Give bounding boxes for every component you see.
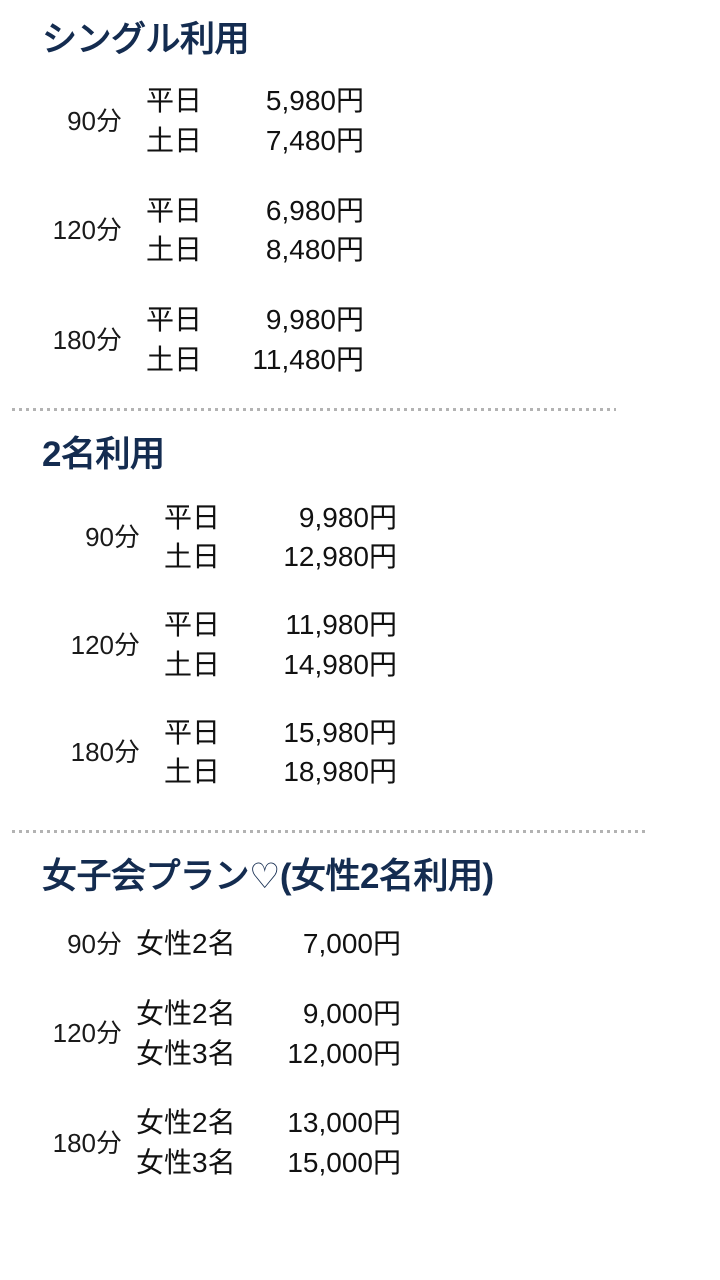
duration-label: 180分 <box>70 737 140 767</box>
section-girls-plan: 女子会プラン♡(女性2名利用) 90分 女性2名 7,000円 120分 女性2… <box>0 833 720 1183</box>
price-lines: 平日 15,980円 土日 18,980円 <box>164 713 397 793</box>
price-value: 8,480円 <box>265 234 364 266</box>
price-groups-two-person-use: 90分 平日 9,980円 土日 12,980円 120分 平日 <box>0 498 720 793</box>
price-line: 女性2名 7,000円 <box>136 924 401 964</box>
duration-label: 120分 <box>52 215 122 245</box>
section-two-person-use: 2名利用 90分 平日 9,980円 土日 12,980円 120分 <box>0 411 720 793</box>
price-line: 平日 9,980円 <box>164 498 397 538</box>
price-line: 土日 8,480円 <box>146 230 364 270</box>
price-category: 平日 <box>164 609 221 640</box>
price-value: 11,480円 <box>252 343 364 375</box>
price-lines: 女性2名 9,000円 女性3名 12,000円 <box>136 994 401 1074</box>
price-lines: 平日 9,980円 土日 11,480円 <box>146 300 364 380</box>
price-category: 土日 <box>164 648 221 680</box>
price-group: 90分 女性2名 7,000円 <box>0 924 720 964</box>
price-lines: 平日 6,980円 土日 8,480円 <box>146 191 364 271</box>
price-value: 18,980円 <box>283 756 397 788</box>
price-group: 180分 女性2名 13,000円 女性3名 15,000円 <box>0 1103 720 1183</box>
price-value: 5,980円 <box>265 85 364 116</box>
price-category: 女性2名 <box>136 997 236 1029</box>
price-line: 女性3名 15,000円 <box>136 1143 401 1183</box>
price-category: 土日 <box>164 541 221 573</box>
price-value: 15,000円 <box>287 1147 401 1178</box>
price-value: 12,000円 <box>287 1037 401 1069</box>
price-group: 120分 平日 6,980円 土日 8,480円 <box>0 191 720 271</box>
price-line: 土日 11,480円 <box>146 340 364 380</box>
price-category: 平日 <box>146 304 203 335</box>
price-lines: 平日 9,980円 土日 12,980円 <box>164 498 397 578</box>
duration-label: 180分 <box>52 1127 122 1158</box>
price-line: 女性2名 13,000円 <box>136 1103 401 1143</box>
price-line: 土日 12,980円 <box>164 537 397 577</box>
price-group: 120分 平日 11,980円 土日 14,980円 <box>0 605 720 685</box>
section-heading-two-person-use: 2名利用 <box>42 434 165 474</box>
price-line: 土日 18,980円 <box>164 752 397 792</box>
duration-label: 120分 <box>70 629 140 660</box>
section-single-use: シングル利用 90分 平日 5,980円 土日 7,480円 120分 <box>0 0 720 380</box>
section-divider <box>12 830 648 833</box>
price-group: 120分 女性2名 9,000円 女性3名 12,000円 <box>0 994 720 1074</box>
price-lines: 平日 5,980円 土日 7,480円 <box>146 81 364 161</box>
price-value: 6,980円 <box>265 194 364 226</box>
price-category: 平日 <box>146 194 203 226</box>
section-heading-single-use: シングル利用 <box>42 20 250 59</box>
price-value: 9,980円 <box>298 501 397 533</box>
duration-label: 90分 <box>85 522 140 552</box>
duration-label: 120分 <box>52 1018 122 1049</box>
price-value: 14,980円 <box>283 648 397 680</box>
price-groups-girls-plan: 90分 女性2名 7,000円 120分 女性2名 9,000円 女性 <box>0 924 720 1183</box>
price-lines: 平日 11,980円 土日 14,980円 <box>164 605 397 685</box>
price-group: 90分 平日 9,980円 土日 12,980円 <box>0 498 720 578</box>
price-line: 平日 11,980円 <box>164 605 397 645</box>
price-value: 7,480円 <box>265 124 364 156</box>
price-category: 土日 <box>146 343 203 375</box>
price-value: 9,980円 <box>265 304 364 335</box>
price-lines: 女性2名 7,000円 <box>136 924 401 964</box>
price-line: 女性3名 12,000円 <box>136 1034 401 1074</box>
price-value: 7,000円 <box>302 928 401 959</box>
price-line: 平日 6,980円 <box>146 191 364 231</box>
price-category: 女性3名 <box>136 1147 236 1178</box>
price-category: 平日 <box>164 501 221 533</box>
price-value: 12,980円 <box>283 541 397 573</box>
price-group: 180分 平日 9,980円 土日 11,480円 <box>0 300 720 380</box>
price-value: 13,000円 <box>287 1107 401 1139</box>
price-category: 女性3名 <box>136 1037 236 1069</box>
price-category: 女性2名 <box>136 928 236 959</box>
price-line: 平日 5,980円 <box>146 81 364 121</box>
price-category: 土日 <box>164 756 221 788</box>
section-divider <box>12 407 616 411</box>
price-line: 平日 9,980円 <box>146 300 364 340</box>
price-category: 平日 <box>146 85 203 116</box>
price-line: 土日 7,480円 <box>146 121 364 161</box>
duration-label: 180分 <box>52 324 122 355</box>
price-value: 9,000円 <box>302 997 401 1029</box>
price-lines: 女性2名 13,000円 女性3名 15,000円 <box>136 1103 401 1183</box>
price-line: 女性2名 9,000円 <box>136 994 401 1034</box>
price-value: 11,980円 <box>285 609 397 640</box>
section-heading-girls-plan: 女子会プラン♡(女性2名利用) <box>42 857 494 896</box>
price-line: 平日 15,980円 <box>164 713 397 753</box>
price-groups-single-use: 90分 平日 5,980円 土日 7,480円 120分 平日 <box>0 81 720 380</box>
price-category: 土日 <box>146 234 203 266</box>
price-group: 90分 平日 5,980円 土日 7,480円 <box>0 81 720 161</box>
price-category: 女性2名 <box>136 1107 236 1139</box>
price-group: 180分 平日 15,980円 土日 18,980円 <box>0 713 720 793</box>
price-category: 土日 <box>146 124 203 156</box>
duration-label: 90分 <box>67 105 122 136</box>
price-category: 平日 <box>164 716 221 748</box>
duration-label: 90分 <box>67 928 122 959</box>
price-line: 土日 14,980円 <box>164 645 397 685</box>
price-value: 15,980円 <box>283 716 397 748</box>
